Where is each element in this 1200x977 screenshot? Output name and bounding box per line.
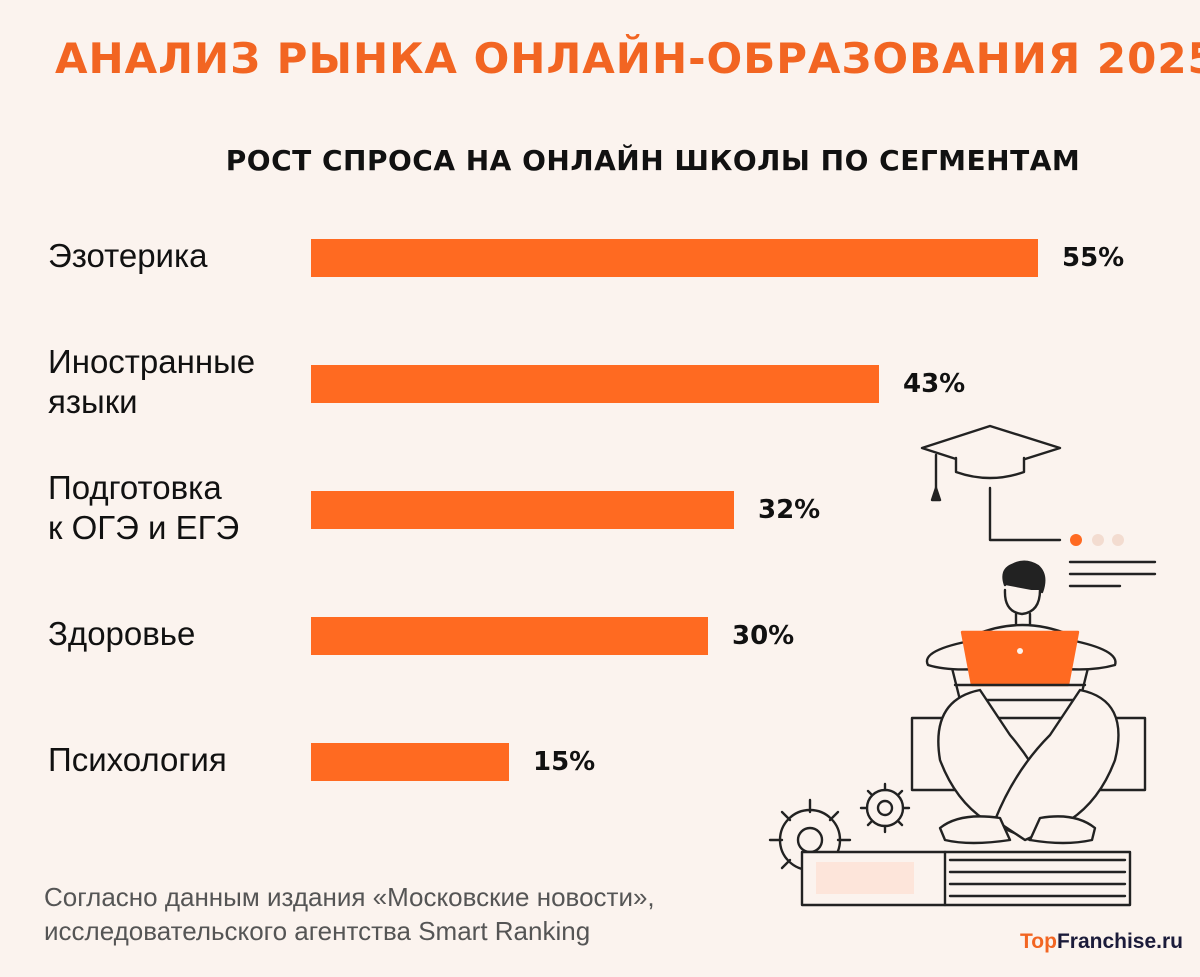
category-label: Здоровье <box>48 614 298 654</box>
source-line: исследовательского агентства Smart Ranki… <box>44 916 591 946</box>
value-label: 43% <box>903 369 966 399</box>
category-label: Иностранные языки <box>48 342 298 422</box>
brand-part-2: Franchise.ru <box>1056 930 1183 953</box>
category-label-line: к ОГЭ и ЕГЭ <box>48 509 240 546</box>
category-label: Подготовка к ОГЭ и ЕГЭ <box>48 468 298 548</box>
brand-part-1: Top <box>1020 930 1057 953</box>
value-label: 15% <box>533 747 596 777</box>
bar <box>311 491 734 529</box>
source-line: Согласно данным издания «Московские ново… <box>44 882 655 912</box>
category-label-line: Иностранные <box>48 343 256 380</box>
bar <box>311 743 509 781</box>
category-label-line: Психология <box>48 741 227 778</box>
bar <box>311 365 879 403</box>
value-label: 32% <box>758 495 821 525</box>
source-note: Согласно данным издания «Московские ново… <box>44 880 804 948</box>
page-title: АНАЛИЗ РЫНКА ОНЛАЙН-ОБРАЗОВАНИЯ 2025 <box>55 34 1200 83</box>
category-label: Эзотерика <box>48 236 298 276</box>
value-label: 55% <box>1062 243 1125 273</box>
bar <box>311 617 708 655</box>
chart-title: РОСТ СПРОСА НА ОНЛАЙН ШКОЛЫ ПО СЕГМЕНТАМ <box>225 144 1081 177</box>
category-label: Психология <box>48 740 298 780</box>
category-label-line: Здоровье <box>48 615 196 652</box>
brand-logo: TopFranchise.ru <box>1020 930 1183 954</box>
student-illustration <box>768 424 1157 907</box>
bar <box>311 239 1038 277</box>
category-label-line: Эзотерика <box>48 237 208 274</box>
gear-icon <box>859 782 911 834</box>
value-label: 30% <box>732 621 795 651</box>
category-label-line: Подготовка <box>48 469 222 506</box>
category-label-line: языки <box>48 383 138 420</box>
graduation-cap-icon <box>920 424 1062 502</box>
